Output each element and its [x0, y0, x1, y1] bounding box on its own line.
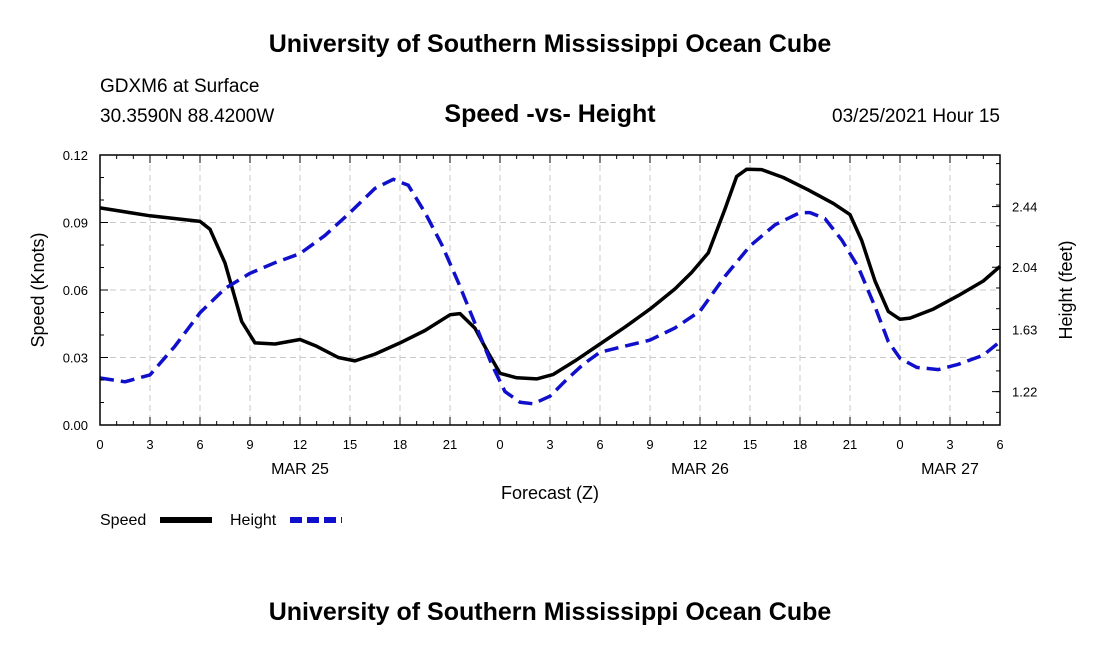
- x-tick-label: 3: [146, 437, 153, 452]
- x-tick-label: 6: [196, 437, 203, 452]
- ticks: 0 3 6 9 12 15 18 21 0 3 6 9 12 15 18 21 0 3 6 MAR 25 MAR 26 M…: [63, 148, 1038, 478]
- x-tick-label: 9: [246, 437, 253, 452]
- grid: [100, 155, 1000, 425]
- day-label: MAR 25: [271, 461, 329, 478]
- y2-tick-label: 1.63: [1012, 322, 1037, 337]
- legend-height-label: Height: [230, 512, 277, 529]
- x-tick-label: 6: [596, 437, 603, 452]
- x-tick-label: 12: [293, 437, 307, 452]
- x-tick-label: 18: [393, 437, 407, 452]
- y-tick-label: 0.09: [63, 216, 88, 231]
- x-tick-label: 0: [96, 437, 103, 452]
- chart-title: Speed -vs- Height: [444, 100, 656, 128]
- x-tick-label: 3: [546, 437, 553, 452]
- y2-axis-label: Height (feet): [1056, 240, 1076, 339]
- x-tick-label: 21: [443, 437, 457, 452]
- legend: Speed Height: [100, 512, 342, 529]
- y-tick-label: 0.00: [63, 418, 88, 433]
- x-tick-label: 0: [896, 437, 903, 452]
- legend-speed-label: Speed: [100, 512, 146, 529]
- y-tick-label: 0.03: [63, 351, 88, 366]
- x-axis-label: Forecast (Z): [501, 483, 599, 503]
- series-line-speed: [99, 167, 1002, 381]
- x-tick-label: 0: [496, 437, 503, 452]
- x-tick-label: 6: [996, 437, 1003, 452]
- day-label: MAR 27: [921, 461, 979, 478]
- datetime-label: 03/25/2021 Hour 15: [832, 106, 1000, 127]
- station-label: GDXM6 at Surface: [100, 76, 260, 97]
- coordinates-label: 30.3590N 88.4200W: [100, 106, 275, 127]
- y2-tick-label: 2.04: [1012, 260, 1037, 275]
- y-tick-label: 0.12: [63, 148, 88, 163]
- y-tick-label: 0.06: [63, 283, 88, 298]
- y2-tick-label: 1.22: [1012, 385, 1037, 400]
- x-tick-label: 9: [646, 437, 653, 452]
- day-label: MAR 26: [671, 461, 729, 478]
- top-title: University of Southern Mississippi Ocean…: [268, 30, 832, 58]
- x-tick-label: 18: [793, 437, 807, 452]
- x-tick-label: 3: [946, 437, 953, 452]
- x-tick-label: 15: [743, 437, 757, 452]
- y-axis-label: Speed (Knots): [28, 232, 48, 347]
- x-tick-label: 12: [693, 437, 707, 452]
- series-lines: [99, 167, 1002, 406]
- bottom-title: University of Southern Mississippi Ocean…: [268, 598, 832, 626]
- y2-tick-label: 2.44: [1012, 200, 1037, 215]
- x-tick-label: 21: [843, 437, 857, 452]
- series-line-height: [99, 177, 1002, 406]
- x-tick-label: 15: [343, 437, 357, 452]
